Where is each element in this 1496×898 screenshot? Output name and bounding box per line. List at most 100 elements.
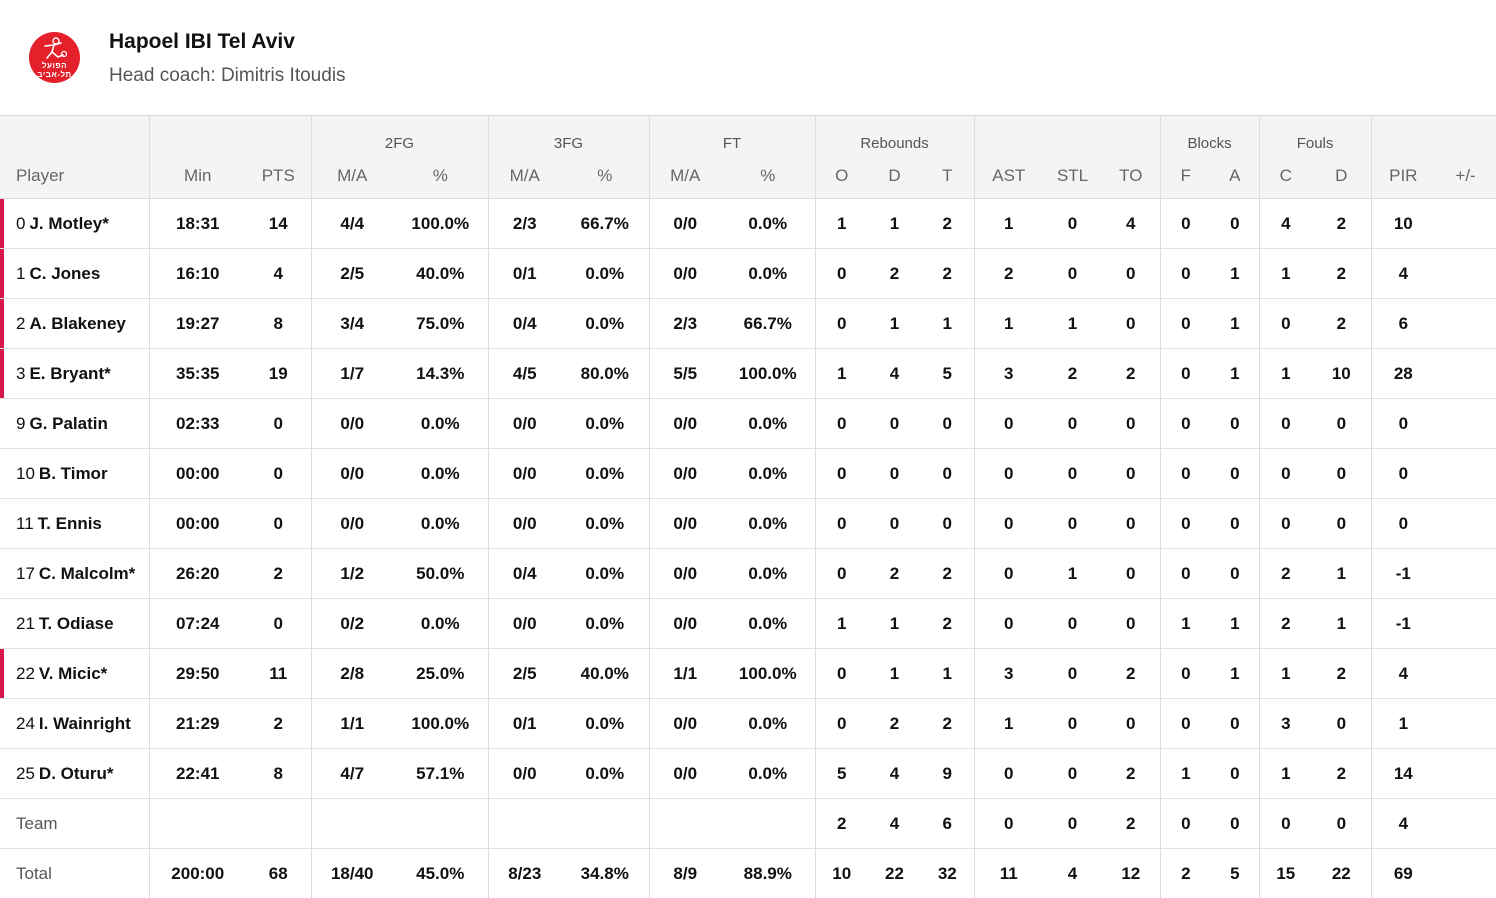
player-name[interactable]: I. Wainright	[39, 714, 131, 733]
stat-blk-a: 0	[1211, 499, 1259, 549]
stat-reb-t: 2	[921, 249, 974, 299]
stat-reb-t: 0	[921, 449, 974, 499]
player-number: 10	[16, 464, 35, 483]
player-name[interactable]: G. Palatin	[29, 414, 107, 433]
stat-stl: 0	[1043, 649, 1102, 699]
stat-2fg-ma: 4/7	[311, 749, 393, 799]
stat-plus-minus	[1435, 249, 1496, 299]
stat-blk-f: 1	[1160, 749, 1211, 799]
stat-min: 00:00	[149, 499, 246, 549]
stat-3fg-ma	[488, 799, 561, 849]
stat-pir: -1	[1371, 549, 1435, 599]
player-name[interactable]: C. Jones	[29, 264, 100, 283]
player-name[interactable]: T. Odiase	[39, 614, 114, 633]
stat-2fg-pct: 100.0%	[393, 199, 488, 249]
stat-reb-t: 5	[921, 349, 974, 399]
column-header-reb-o: O	[815, 154, 868, 199]
stat-ast: 1	[974, 199, 1043, 249]
stat-blk-f: 0	[1160, 299, 1211, 349]
stat-foul-d: 2	[1312, 249, 1371, 299]
stat-stl: 0	[1043, 449, 1102, 499]
player-number: 21	[16, 614, 35, 633]
stat-3fg-ma: 0/0	[488, 399, 561, 449]
stat-2fg-pct: 14.3%	[393, 349, 488, 399]
stat-2fg-pct: 0.0%	[393, 499, 488, 549]
stat-2fg-pct	[393, 799, 488, 849]
stat-blk-f: 0	[1160, 549, 1211, 599]
group-header-3fg: 3FG	[488, 116, 649, 155]
stat-ft-ma: 8/9	[649, 849, 721, 898]
stat-reb-d: 0	[868, 449, 921, 499]
player-figure-icon	[41, 37, 68, 61]
stat-ft-ma: 2/3	[649, 299, 721, 349]
stat-plus-minus	[1435, 599, 1496, 649]
stat-min: 19:27	[149, 299, 246, 349]
stat-min: 26:20	[149, 549, 246, 599]
stat-plus-minus	[1435, 399, 1496, 449]
stat-3fg-pct: 0.0%	[561, 299, 649, 349]
stat-ast: 0	[974, 599, 1043, 649]
player-name[interactable]: C. Malcolm*	[39, 564, 135, 583]
stat-foul-d: 0	[1312, 499, 1371, 549]
stat-blk-f: 0	[1160, 449, 1211, 499]
group-header-rating	[1371, 116, 1496, 155]
stat-pir: 4	[1371, 799, 1435, 849]
stat-3fg-ma: 0/1	[488, 249, 561, 299]
stat-foul-c: 0	[1259, 399, 1312, 449]
stat-3fg-pct: 66.7%	[561, 199, 649, 249]
player-name[interactable]: A. Blakeney	[29, 314, 125, 333]
group-header-ft: FT	[649, 116, 815, 155]
stat-stl: 0	[1043, 749, 1102, 799]
player-name[interactable]: J. Motley*	[29, 214, 108, 233]
stat-2fg-pct: 45.0%	[393, 849, 488, 898]
stat-3fg-pct: 0.0%	[561, 699, 649, 749]
column-header-stl: STL	[1043, 154, 1102, 199]
player-name[interactable]: E. Bryant*	[29, 364, 110, 383]
stat-foul-c: 2	[1259, 549, 1312, 599]
stat-plus-minus	[1435, 449, 1496, 499]
stat-pts: 0	[246, 599, 311, 649]
stat-2fg-pct: 0.0%	[393, 599, 488, 649]
stat-reb-d: 22	[868, 849, 921, 898]
stat-2fg-ma: 4/4	[311, 199, 393, 249]
stat-pts	[246, 799, 311, 849]
column-header-3fg-pct: %	[561, 154, 649, 199]
stat-ft-pct: 100.0%	[721, 349, 815, 399]
player-name[interactable]: D. Oturu*	[39, 764, 114, 783]
stat-2fg-pct: 100.0%	[393, 699, 488, 749]
stat-reb-o: 0	[815, 499, 868, 549]
stat-blk-f: 2	[1160, 849, 1211, 898]
stat-3fg-pct: 0.0%	[561, 749, 649, 799]
stat-reb-o: 0	[815, 699, 868, 749]
player-name[interactable]: B. Timor	[39, 464, 108, 483]
stat-to: 0	[1102, 399, 1160, 449]
stat-pir: 28	[1371, 349, 1435, 399]
stat-pir: 0	[1371, 449, 1435, 499]
stat-reb-d: 2	[868, 699, 921, 749]
head-coach: Head coach: Dimitris Itoudis	[109, 65, 346, 87]
column-header-2fg-ma: M/A	[311, 154, 393, 199]
player-name[interactable]: T. Ennis	[38, 514, 102, 533]
stat-pir: 6	[1371, 299, 1435, 349]
stat-plus-minus	[1435, 799, 1496, 849]
stat-to: 2	[1102, 799, 1160, 849]
player-name[interactable]: V. Micic*	[39, 664, 107, 683]
column-header-blk-a: A	[1211, 154, 1259, 199]
